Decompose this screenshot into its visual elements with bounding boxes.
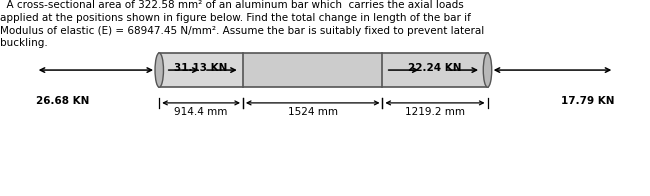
Text: A cross-sectional area of 322.58 mm² of an aluminum bar which  carries the axial: A cross-sectional area of 322.58 mm² of … [0, 0, 484, 48]
Text: 1219.2 mm: 1219.2 mm [405, 107, 465, 117]
Bar [159, 53, 243, 87]
Bar [159, 53, 488, 87]
Ellipse shape [483, 53, 492, 87]
Bar [382, 53, 488, 87]
Text: 22.24 KN: 22.24 KN [408, 63, 461, 73]
Text: 26.68 KN: 26.68 KN [36, 95, 89, 106]
Text: 17.79 KN: 17.79 KN [561, 95, 614, 106]
Text: 31.13 KN: 31.13 KN [174, 63, 228, 73]
Text: 914.4 mm: 914.4 mm [174, 107, 228, 117]
Ellipse shape [155, 53, 164, 87]
Bar [243, 53, 382, 87]
Text: 1524 mm: 1524 mm [288, 107, 338, 117]
